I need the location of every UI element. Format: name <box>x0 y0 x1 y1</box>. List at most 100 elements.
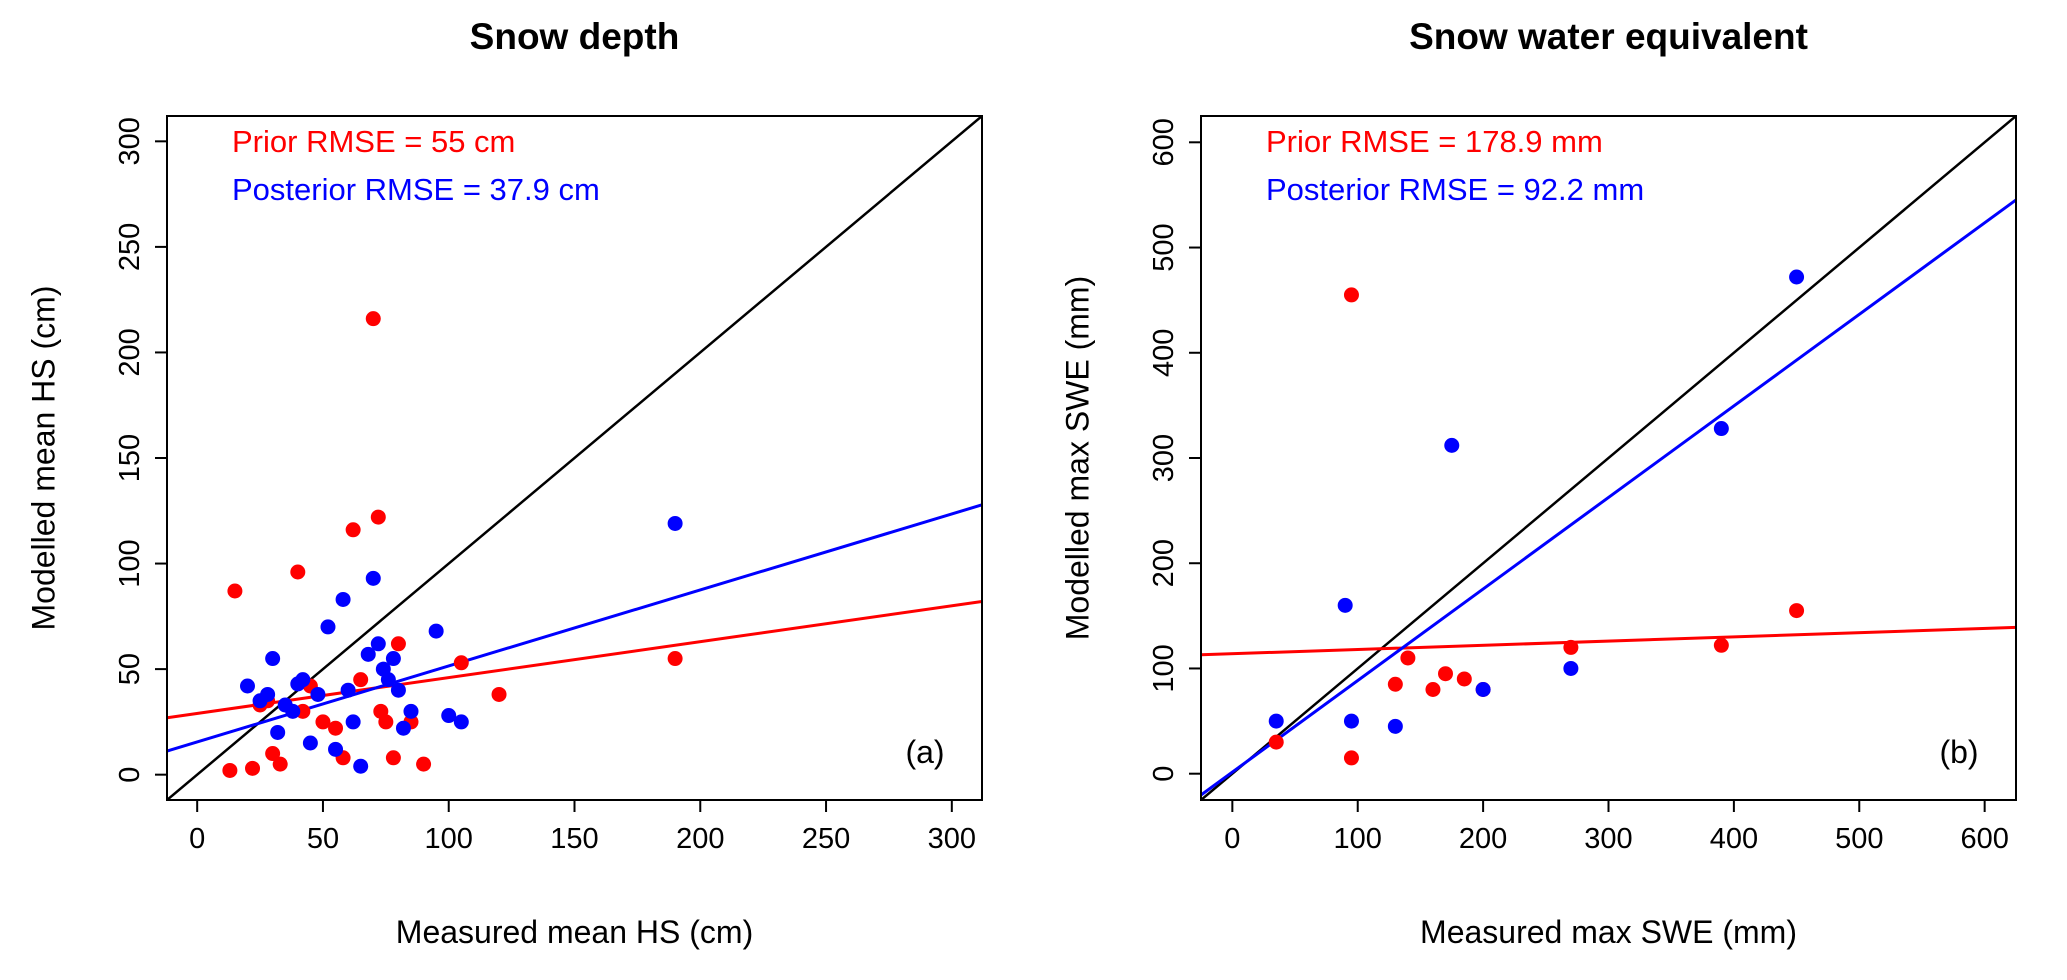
point-prior <box>265 746 281 762</box>
x-tick-label: 100 <box>1334 823 1382 855</box>
panel-a-corner-label: (a) <box>905 734 945 770</box>
point-prior <box>491 686 507 702</box>
y-tick-label: 50 <box>114 653 146 685</box>
point-prior <box>453 655 469 671</box>
x-tick-label: 250 <box>802 823 850 855</box>
point-prior <box>1713 637 1729 653</box>
point-posterior <box>360 646 376 662</box>
point-prior <box>353 672 369 688</box>
point-posterior <box>1789 269 1805 285</box>
y-tick-label: 600 <box>1148 118 1180 166</box>
point-prior <box>1343 750 1359 766</box>
point-prior <box>370 509 386 525</box>
prior-rmse-annotation-a: Prior RMSE = 55 cm <box>232 124 516 159</box>
point-posterior <box>340 682 356 698</box>
point-prior <box>227 583 243 599</box>
x-tick-label: 500 <box>1835 823 1883 855</box>
point-posterior <box>385 651 401 667</box>
point-prior <box>416 756 432 772</box>
point-posterior <box>1563 660 1579 676</box>
y-tick-label: 200 <box>1148 539 1180 587</box>
scatter-points <box>222 311 683 778</box>
y-tick-label: 150 <box>114 434 146 482</box>
point-posterior <box>395 720 411 736</box>
panel-a-x-axis-label: Measured mean HS (cm) <box>395 914 754 950</box>
point-posterior <box>270 724 286 740</box>
y-tick-label: 0 <box>114 767 146 783</box>
panel-a-title: Snow depth <box>469 16 680 57</box>
x-tick-label: 200 <box>1459 823 1507 855</box>
scatter-points <box>1268 269 1805 766</box>
panel-b-x-axis-label: Measured max SWE (mm) <box>1420 914 1797 950</box>
point-prior <box>345 522 361 538</box>
x-tick-label: 150 <box>550 823 598 855</box>
point-posterior <box>1475 682 1491 698</box>
reference-lines <box>1201 116 2016 800</box>
panel-snow-depth: 0 0 50 50 100 100 150 150 200 200 250 250 300 300 Sno… <box>0 0 1033 980</box>
point-prior <box>222 762 238 778</box>
panel-a-y-axis-label: Modelled mean HS (cm) <box>25 285 62 631</box>
panel-snow-water-equivalent: 0 0 100 100 200 200 300 300 400 400 500 500 600 600 S… <box>1034 0 2067 980</box>
x-tick-label: 300 <box>928 823 976 855</box>
point-posterior <box>260 686 276 702</box>
point-prior <box>1387 676 1403 692</box>
point-prior <box>328 720 344 736</box>
point-posterior <box>335 591 351 607</box>
point-prior <box>390 636 406 652</box>
point-posterior <box>310 686 326 702</box>
x-tick-label: 200 <box>676 823 724 855</box>
point-posterior <box>453 714 469 730</box>
y-tick-label: 100 <box>1148 644 1180 692</box>
y-tick-label: 200 <box>114 328 146 376</box>
point-posterior <box>302 735 318 751</box>
point-prior <box>378 714 394 730</box>
point-posterior <box>1444 437 1460 453</box>
point-prior <box>667 651 683 667</box>
point-posterior <box>265 651 281 667</box>
point-posterior <box>441 708 457 724</box>
posterior-rmse-annotation-a: Posterior RMSE = 37.9 cm <box>232 172 600 207</box>
point-prior <box>1343 287 1359 303</box>
point-prior <box>1268 734 1284 750</box>
y-tick-label: 0 <box>1148 766 1180 782</box>
point-posterior <box>403 703 419 719</box>
point-posterior <box>345 714 361 730</box>
x-tick-label: 50 <box>307 823 339 855</box>
y-tick-label: 300 <box>114 117 146 165</box>
y-tick-label: 300 <box>1148 434 1180 482</box>
panel-b-title: Snow water equivalent <box>1409 16 1808 57</box>
axes: 0 0 100 100 200 200 300 300 400 400 500 500 600 600 <box>1148 118 2009 855</box>
x-tick-label: 300 <box>1584 823 1632 855</box>
panel-b-y-axis-label: Modelled max SWE (mm) <box>1059 275 1096 641</box>
x-tick-label: 0 <box>189 823 205 855</box>
x-tick-label: 100 <box>425 823 473 855</box>
point-prior <box>272 756 288 772</box>
point-prior <box>365 311 381 327</box>
point-posterior <box>380 672 396 688</box>
point-prior <box>1425 682 1441 698</box>
point-posterior <box>365 570 381 586</box>
point-prior <box>1789 603 1805 619</box>
point-posterior <box>667 515 683 531</box>
point-posterior <box>1268 713 1284 729</box>
point-posterior <box>1713 421 1729 437</box>
point-posterior <box>328 741 344 757</box>
point-prior <box>1563 639 1579 655</box>
point-posterior <box>370 636 386 652</box>
point-posterior <box>1337 597 1353 613</box>
point-posterior <box>295 672 311 688</box>
reference-lines <box>167 116 982 800</box>
prior-rmse-annotation-b: Prior RMSE = 178.9 mm <box>1266 124 1603 159</box>
point-prior <box>1456 671 1472 687</box>
point-posterior <box>285 703 301 719</box>
plot-box <box>166 115 983 801</box>
y-tick-label: 100 <box>114 539 146 587</box>
point-prior <box>1438 666 1453 682</box>
y-tick-label: 400 <box>1148 329 1180 377</box>
point-posterior <box>320 619 336 635</box>
axes: 0 0 50 50 100 100 150 150 200 200 250 250 300 300 <box>114 117 976 855</box>
point-prior <box>245 760 261 776</box>
panel-b-corner-label: (b) <box>1939 734 1979 770</box>
plot-box <box>1200 115 2017 801</box>
